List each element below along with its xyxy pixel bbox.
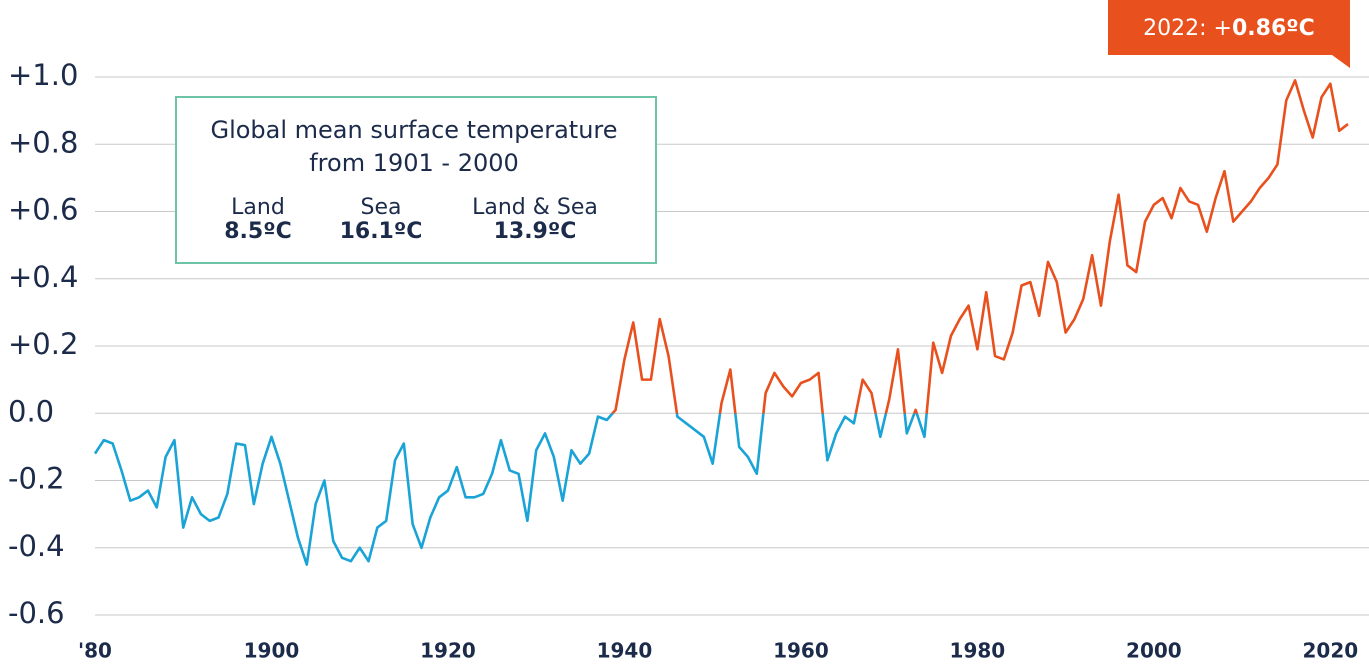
- y-tick-label: +0.4: [8, 260, 78, 294]
- x-tick-label: 1980: [950, 639, 1006, 663]
- annotation: 2022: +0.86ºC: [1108, 0, 1350, 68]
- x-tick-label: 1940: [597, 639, 653, 663]
- y-tick-label: +0.2: [8, 327, 78, 361]
- x-tick-label: 1960: [773, 639, 829, 663]
- annotation-text: 2022: +0.86ºC: [1143, 16, 1315, 41]
- annotation-value: 0.86ºC: [1232, 16, 1315, 41]
- annotation-label: 2022: +: [1143, 16, 1232, 41]
- axes: +1.0 +0.8 +0.6 +0.4 +0.2 0.0 -0.2 -0.4 -0.6 '80 19…: [8, 58, 1369, 663]
- temperature-line: [93, 79, 1349, 566]
- info-title: from 1901 - 2000: [309, 149, 519, 177]
- info-label: Land: [231, 195, 285, 220]
- y-tick-label: -0.2: [8, 462, 65, 496]
- x-tick-label: 1920: [420, 639, 476, 663]
- info-frame: [175, 96, 657, 264]
- info-value: 13.9ºC: [494, 219, 577, 244]
- y-tick-label: +1.0: [8, 58, 78, 92]
- x-tick-label: 1900: [244, 639, 300, 663]
- info-box: Global mean surface temperature from 190…: [175, 96, 657, 264]
- info-value: 8.5ºC: [224, 219, 292, 244]
- info-title: Global mean surface temperature: [210, 116, 617, 144]
- info-label: Land & Sea: [472, 195, 598, 220]
- y-tick-label: 0.0: [8, 394, 54, 428]
- y-tick-label: -0.4: [8, 529, 65, 563]
- y-tick-label: -0.6: [8, 596, 65, 630]
- y-tick-label: +0.8: [8, 125, 78, 159]
- x-tick-label: '80: [78, 639, 112, 663]
- info-label: Sea: [361, 195, 402, 220]
- annotation-box: [1108, 0, 1350, 68]
- x-tick-label: 2020: [1303, 639, 1359, 663]
- x-tick-label: 2000: [1126, 639, 1182, 663]
- info-value: 16.1ºC: [340, 219, 423, 244]
- y-tick-label: +0.6: [8, 193, 78, 227]
